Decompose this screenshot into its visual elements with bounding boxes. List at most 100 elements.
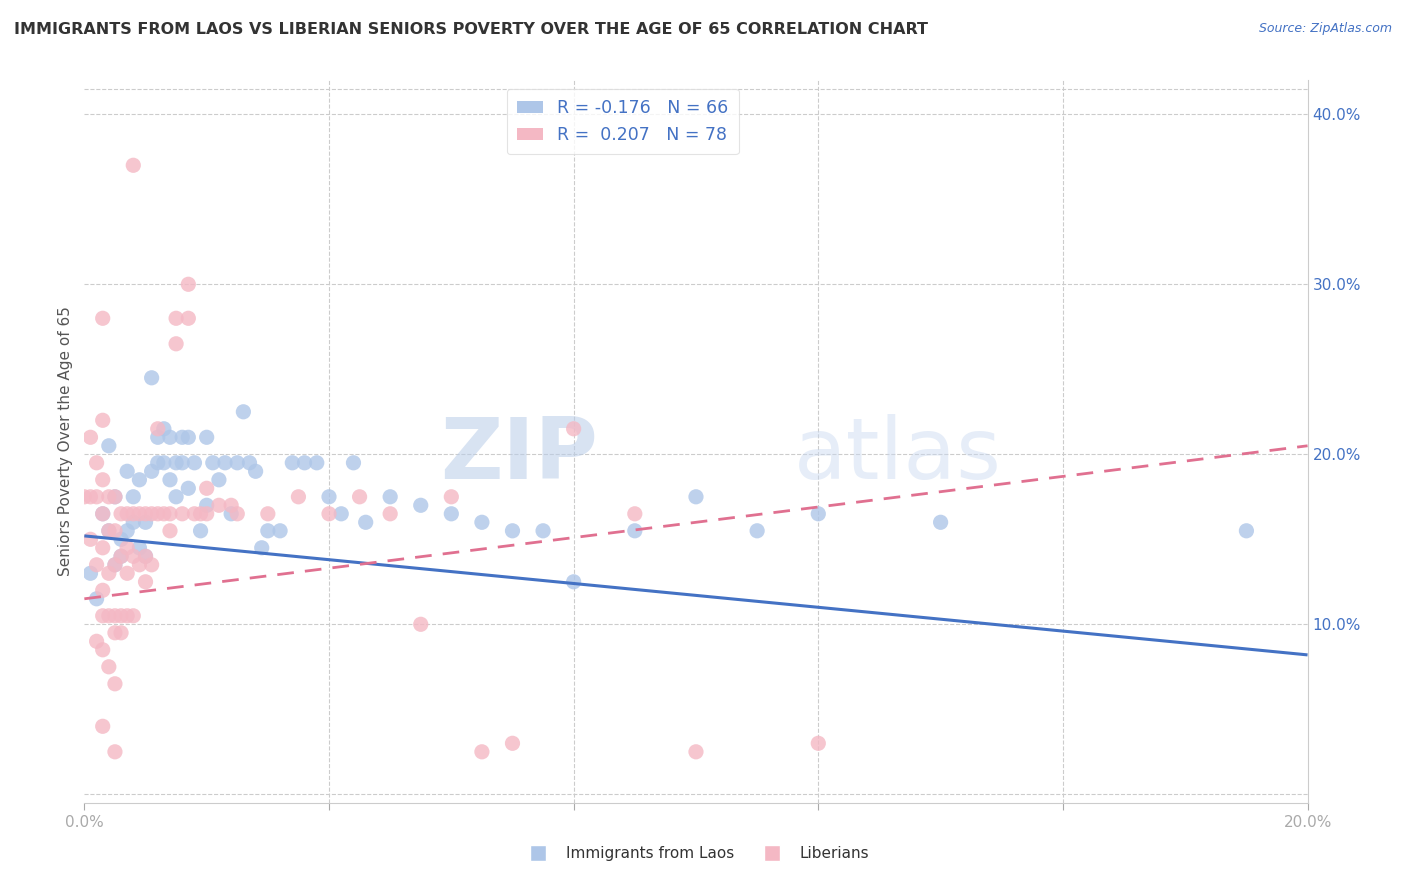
Point bbox=[287, 490, 309, 504]
Point bbox=[135, 549, 157, 564]
Point bbox=[97, 490, 120, 504]
Point bbox=[97, 660, 120, 674]
Point bbox=[195, 481, 218, 495]
Point bbox=[73, 490, 96, 504]
Point bbox=[104, 490, 127, 504]
Point bbox=[226, 456, 249, 470]
Point bbox=[91, 413, 114, 427]
Point bbox=[97, 608, 120, 623]
Point bbox=[91, 608, 114, 623]
Point bbox=[195, 430, 218, 444]
Point bbox=[257, 524, 280, 538]
Point bbox=[104, 625, 127, 640]
Point bbox=[562, 422, 585, 436]
Point bbox=[624, 507, 647, 521]
Point bbox=[91, 507, 114, 521]
Point bbox=[146, 507, 169, 521]
Point bbox=[115, 608, 138, 623]
Point bbox=[245, 464, 267, 478]
Point bbox=[409, 498, 432, 512]
Point bbox=[141, 464, 163, 478]
Point bbox=[471, 516, 494, 530]
Point bbox=[122, 507, 145, 521]
Point bbox=[318, 507, 340, 521]
Point bbox=[380, 507, 402, 521]
Point bbox=[128, 473, 150, 487]
Point bbox=[110, 549, 132, 564]
Point bbox=[86, 558, 108, 572]
Point bbox=[110, 608, 132, 623]
Point bbox=[122, 158, 145, 172]
Point bbox=[177, 277, 200, 292]
Y-axis label: Seniors Poverty Over the Age of 65: Seniors Poverty Over the Age of 65 bbox=[58, 307, 73, 576]
Point bbox=[562, 574, 585, 589]
Point bbox=[177, 430, 200, 444]
Point bbox=[183, 507, 205, 521]
Point bbox=[135, 507, 157, 521]
Point bbox=[219, 498, 242, 512]
Point bbox=[269, 524, 291, 538]
Point bbox=[97, 439, 120, 453]
Point bbox=[177, 481, 200, 495]
Point bbox=[91, 719, 114, 733]
Point bbox=[232, 405, 254, 419]
Point bbox=[91, 642, 114, 657]
Point bbox=[159, 507, 181, 521]
Point bbox=[153, 456, 176, 470]
Point bbox=[172, 430, 194, 444]
Point bbox=[104, 558, 127, 572]
Point bbox=[128, 558, 150, 572]
Point bbox=[110, 533, 132, 547]
Point bbox=[104, 490, 127, 504]
Point bbox=[104, 608, 127, 623]
Point bbox=[91, 507, 114, 521]
Point bbox=[624, 524, 647, 538]
Point bbox=[159, 430, 181, 444]
Point bbox=[226, 507, 249, 521]
Point bbox=[807, 507, 830, 521]
Point bbox=[531, 524, 554, 538]
Point bbox=[97, 524, 120, 538]
Point bbox=[502, 736, 524, 750]
Point bbox=[195, 498, 218, 512]
Point bbox=[115, 507, 138, 521]
Legend: Immigrants from Laos, Liberians: Immigrants from Laos, Liberians bbox=[516, 840, 876, 867]
Point bbox=[91, 311, 114, 326]
Point bbox=[146, 456, 169, 470]
Point bbox=[122, 490, 145, 504]
Point bbox=[219, 507, 242, 521]
Point bbox=[318, 490, 340, 504]
Point bbox=[440, 507, 463, 521]
Point bbox=[86, 490, 108, 504]
Point bbox=[122, 608, 145, 623]
Point bbox=[104, 745, 127, 759]
Text: Source: ZipAtlas.com: Source: ZipAtlas.com bbox=[1258, 22, 1392, 36]
Point bbox=[86, 634, 108, 648]
Point bbox=[91, 583, 114, 598]
Point bbox=[153, 422, 176, 436]
Point bbox=[172, 456, 194, 470]
Point bbox=[190, 507, 212, 521]
Point bbox=[380, 490, 402, 504]
Point bbox=[86, 591, 108, 606]
Point bbox=[305, 456, 328, 470]
Point bbox=[122, 516, 145, 530]
Point bbox=[208, 473, 231, 487]
Point bbox=[79, 490, 101, 504]
Point bbox=[115, 464, 138, 478]
Point bbox=[91, 473, 114, 487]
Point bbox=[471, 745, 494, 759]
Point bbox=[214, 456, 236, 470]
Point bbox=[208, 498, 231, 512]
Point bbox=[104, 558, 127, 572]
Point bbox=[115, 566, 138, 581]
Point bbox=[91, 541, 114, 555]
Point bbox=[115, 541, 138, 555]
Point bbox=[141, 507, 163, 521]
Point bbox=[159, 524, 181, 538]
Point bbox=[409, 617, 432, 632]
Point bbox=[342, 456, 364, 470]
Point bbox=[110, 507, 132, 521]
Point bbox=[165, 311, 187, 326]
Point bbox=[141, 558, 163, 572]
